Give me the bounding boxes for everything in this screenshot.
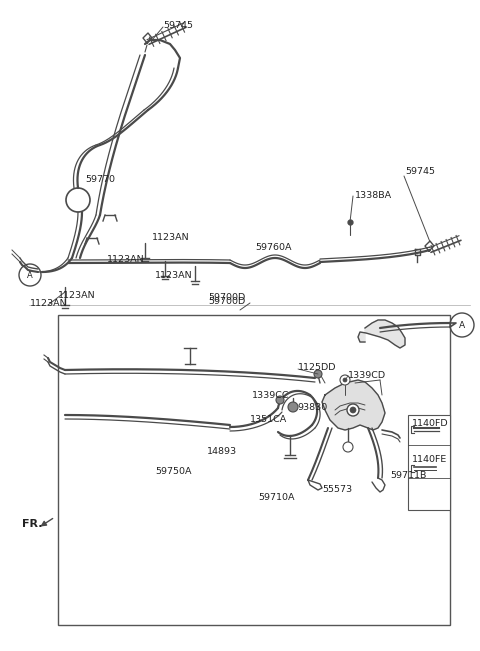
Text: 59770: 59770 [85, 176, 115, 184]
Text: 55573: 55573 [322, 486, 352, 495]
Text: 1339CD: 1339CD [348, 370, 386, 380]
Polygon shape [358, 320, 405, 348]
Text: 1140FE: 1140FE [412, 456, 447, 465]
Text: 59700D: 59700D [208, 298, 245, 307]
Text: 59760A: 59760A [255, 243, 291, 253]
Bar [408, 415, 450, 510]
Text: 1123AN: 1123AN [30, 299, 68, 307]
Circle shape [343, 378, 347, 382]
Text: A: A [459, 320, 465, 329]
Text: 1123AN: 1123AN [155, 271, 192, 279]
Bar [58, 315, 450, 625]
Circle shape [288, 402, 298, 412]
Text: A: A [27, 271, 33, 279]
Text: 1123AN: 1123AN [107, 255, 144, 264]
Circle shape [343, 442, 353, 452]
Text: 59750A: 59750A [155, 467, 192, 477]
Text: FR.: FR. [22, 519, 43, 529]
Text: 59745: 59745 [405, 167, 435, 176]
Text: 1339CC: 1339CC [252, 391, 289, 400]
Text: 1140FD: 1140FD [412, 419, 449, 428]
Circle shape [314, 370, 322, 378]
Text: 1125DD: 1125DD [298, 363, 336, 372]
Text: 93830: 93830 [297, 402, 327, 411]
Circle shape [276, 396, 284, 404]
Text: 1123AN: 1123AN [58, 290, 96, 299]
Polygon shape [322, 380, 385, 430]
Text: 59711B: 59711B [390, 471, 426, 480]
Text: 1338BA: 1338BA [355, 191, 392, 199]
Text: 59745: 59745 [163, 21, 193, 31]
Circle shape [350, 407, 356, 413]
Circle shape [347, 404, 359, 416]
Circle shape [340, 375, 350, 385]
Text: 14893: 14893 [207, 447, 237, 456]
FancyArrowPatch shape [42, 518, 53, 525]
Text: 1351CA: 1351CA [250, 415, 287, 424]
Text: 59710A: 59710A [258, 493, 295, 503]
Text: 1123AN: 1123AN [152, 232, 190, 242]
Text: 59700D: 59700D [208, 294, 245, 303]
